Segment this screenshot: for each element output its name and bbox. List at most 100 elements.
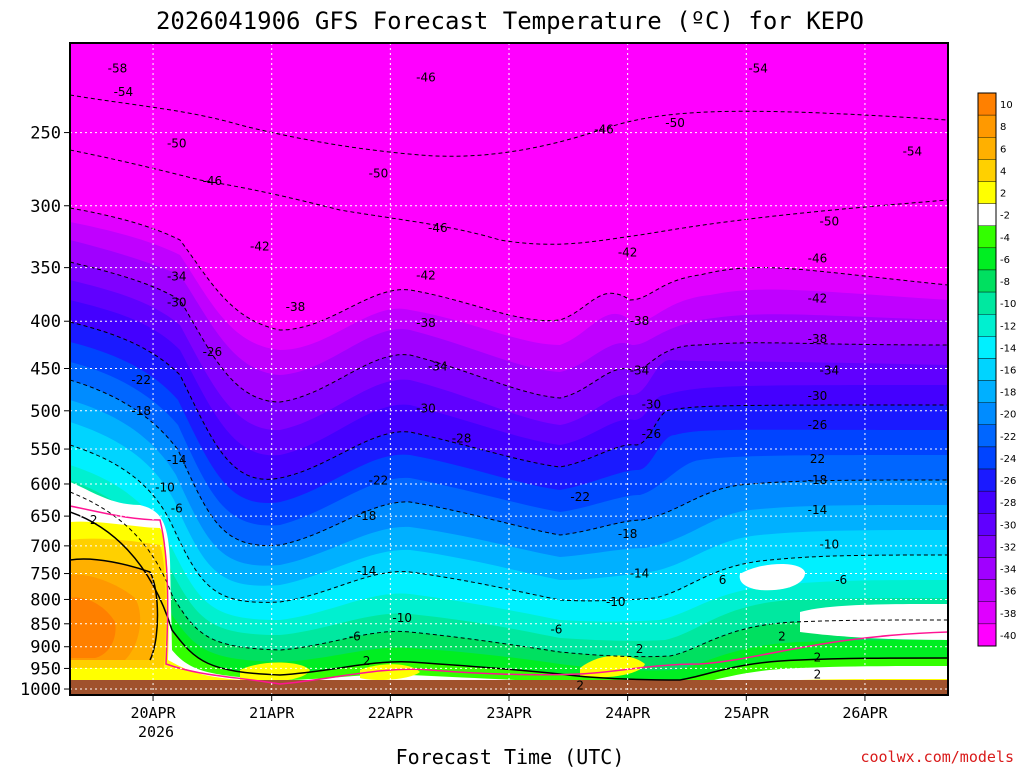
y-tick-label: 900 [30, 638, 61, 658]
contour-label: -30 [167, 296, 187, 310]
contour-label: -50 [820, 214, 840, 228]
contour-label: -46 [416, 71, 436, 85]
colorbar-label: -40 [1000, 631, 1016, 642]
colorbar-swatch [977, 380, 997, 403]
colorbar-label: 8 [1000, 122, 1006, 133]
contour-label: 2 [576, 678, 584, 692]
contour-label: 2 [363, 654, 371, 668]
contour-labels: -58-54-50-46-42-34-38-30-26-22-18-14-10-… [90, 61, 922, 692]
contour-label: -10 [392, 611, 412, 625]
colorbar-swatch [977, 468, 997, 492]
contour-label: -10 [820, 538, 840, 552]
colorbar-swatch [977, 137, 997, 160]
contour-label: -30 [416, 401, 436, 415]
x-tick-label: 21APR [249, 704, 295, 722]
contour-label: -22 [369, 474, 389, 488]
colorbar-swatch [977, 225, 997, 249]
contour-label: -46 [594, 122, 614, 136]
colorbar-swatch [977, 623, 997, 647]
contour-label: -22 [570, 490, 590, 504]
colorbar-swatch [977, 314, 997, 337]
contour-label: -42 [618, 245, 638, 259]
contour-label: -38 [808, 332, 828, 346]
colorbar-label: 4 [1000, 166, 1006, 177]
x-tick-label: 22APR [368, 704, 414, 722]
colorbar-label: -34 [1000, 565, 1016, 576]
y-tick-label: 250 [30, 124, 61, 144]
colorbar-label: -26 [1000, 476, 1016, 487]
contour-label: 2 [636, 642, 644, 656]
grid-lines [70, 43, 948, 695]
colorbar-swatch [977, 159, 997, 182]
y-tick-label: 300 [30, 197, 61, 217]
y-tick-label: 450 [30, 360, 61, 380]
y-axis: 250 300 350 400 450 500 550 600 650 700 750 800 850 9… [20, 124, 70, 700]
contour-label: -14 [167, 453, 187, 467]
colorbar-swatch [977, 513, 997, 536]
contour-label: -54 [903, 144, 923, 158]
contour-label: -26 [203, 345, 223, 359]
credit-text: coolwx.com/models [860, 748, 1014, 766]
x-tick-label: 25APR [724, 704, 770, 722]
contour-label: -54 [114, 85, 134, 99]
colorbar-swatch [977, 424, 997, 448]
colorbar-label: -4 [1000, 233, 1010, 244]
contour-label: -34 [167, 270, 187, 284]
colorbar-swatch [977, 402, 997, 425]
contour-label: -46 [808, 251, 828, 265]
contour-label: -42 [250, 239, 270, 253]
x-tick-label: 23APR [486, 704, 532, 722]
colorbar-swatch [977, 181, 997, 204]
contour-label: -54 [748, 61, 768, 75]
contour-label: -28 [452, 432, 472, 446]
contour-label: -34 [630, 363, 650, 377]
y-tick-label: 550 [30, 440, 61, 460]
colorbar-swatch [977, 358, 997, 381]
colorbar-label: -8 [1000, 277, 1010, 288]
contour-label: -6 [835, 573, 847, 587]
colorbar-label: -16 [1000, 366, 1016, 377]
contour-label: 2 [814, 650, 822, 664]
contour-label: -42 [808, 292, 828, 306]
contour-label: -18 [131, 404, 151, 418]
contour-label: -18 [618, 527, 638, 541]
x-tick-label: 26APR [842, 704, 888, 722]
contour-label: 2 [90, 513, 98, 527]
contour-label: -50 [167, 137, 187, 151]
plot-area: -58-54-50-46-42-34-38-30-26-22-18-14-10-… [70, 43, 948, 695]
contour-label: -26 [642, 427, 662, 441]
colorbar-swatch [977, 247, 997, 271]
y-tick-label: 1000 [20, 680, 61, 700]
colorbar-label: 6 [1000, 144, 1006, 155]
y-tick-label: 400 [30, 312, 61, 332]
x-tick-label: 24APR [605, 704, 651, 722]
contour-label: -38 [630, 314, 650, 328]
colorbar-swatch [977, 269, 997, 293]
colorbar-label: -6 [1000, 255, 1010, 266]
temperature-bands [70, 208, 948, 695]
contour-label: -30 [642, 397, 662, 411]
contour-label: -14 [630, 567, 650, 581]
colorbar-label: -32 [1000, 542, 1016, 553]
colorbar-swatch [977, 446, 997, 470]
contour-label: -18 [808, 473, 828, 487]
contour-label: 2 [814, 667, 822, 681]
colorbar-swatch [977, 490, 997, 514]
contour-label: -38 [416, 316, 436, 330]
colorbar-swatch [977, 114, 997, 138]
colorbar-label: -28 [1000, 498, 1016, 509]
contour-label: -14 [357, 564, 377, 578]
x-axis-title: Forecast Time (UTC) [396, 745, 625, 768]
freezing-lines [70, 511, 948, 681]
contour-label: -18 [357, 509, 377, 523]
reference-isotherm [70, 505, 948, 685]
contour-label: -50 [665, 116, 685, 130]
colorbar-label: -18 [1000, 388, 1016, 399]
colorbar-swatch [977, 579, 997, 602]
colorbar-swatch [977, 92, 997, 116]
colorbar-label: -36 [1000, 587, 1016, 598]
contour-label: -38 [286, 300, 306, 314]
colorbar-label: 10 [1000, 100, 1013, 111]
colorbar-label: -14 [1000, 343, 1016, 354]
